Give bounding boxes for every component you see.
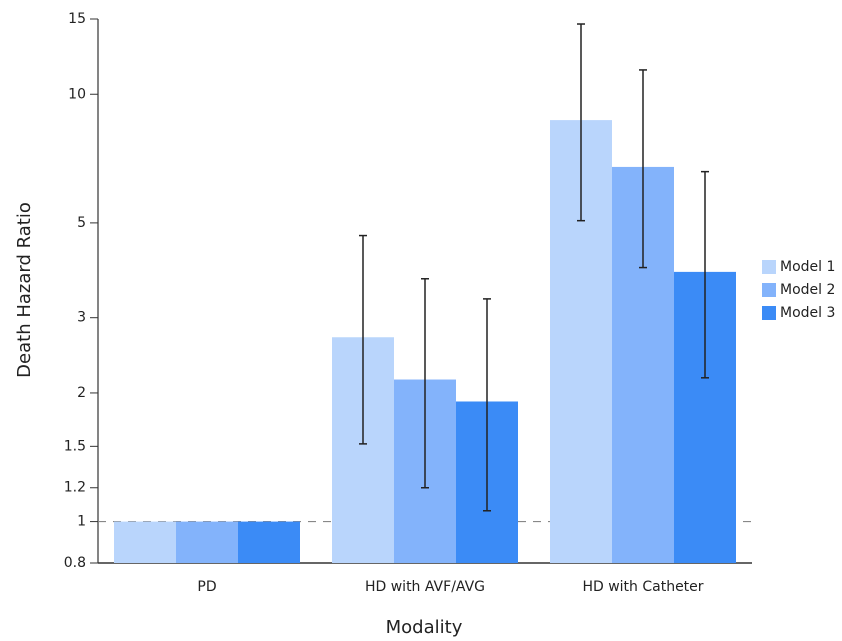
legend-swatch <box>762 283 776 297</box>
legend-label: Model 2 <box>780 282 835 298</box>
y-tick-label: 1 <box>77 514 86 530</box>
error-bar <box>639 69 647 269</box>
y-tick-label: 1.2 <box>64 480 86 496</box>
error-bar <box>421 278 429 489</box>
bar <box>176 521 238 563</box>
y-tick-label: 10 <box>68 86 86 102</box>
error-bar <box>577 23 585 222</box>
legend-swatch <box>762 260 776 274</box>
error-bar <box>483 298 491 512</box>
y-tick-label: 0.8 <box>64 555 86 571</box>
x-tick-label: HD with AVF/AVG <box>365 579 485 595</box>
x-tick-label: HD with Catheter <box>582 579 703 595</box>
y-tick-label: 1.5 <box>64 438 86 454</box>
legend-label: Model 1 <box>780 259 835 275</box>
x-axis-title: Modality <box>386 617 463 638</box>
bar <box>114 521 176 563</box>
error-bar <box>701 170 709 379</box>
y-tick-label: 5 <box>77 215 86 231</box>
x-tick-label: PD <box>197 579 216 595</box>
y-axis-title: Death Hazard Ratio <box>14 202 35 378</box>
legend-swatch <box>762 306 776 320</box>
y-tick-label: 3 <box>77 310 86 326</box>
bar <box>238 521 300 563</box>
y-tick-label: 2 <box>77 385 86 401</box>
error-bar <box>359 234 367 445</box>
legend-label: Model 3 <box>780 305 835 321</box>
y-tick-label: 15 <box>68 11 86 27</box>
